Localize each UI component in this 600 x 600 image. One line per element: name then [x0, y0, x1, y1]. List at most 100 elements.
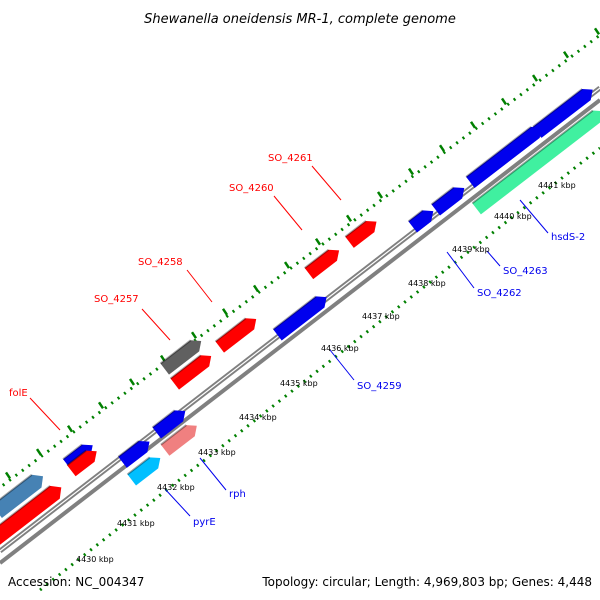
- tick-mark: [531, 74, 539, 82]
- gene-SO_4257-red-shade: [169, 354, 202, 380]
- backbone-inner: [0, 98, 600, 565]
- tick-mark: [407, 167, 415, 176]
- tick-mark: [438, 144, 446, 152]
- tick-mark: [314, 237, 322, 246]
- label-so-4261[interactable]: SO_4261: [268, 153, 313, 164]
- gene-reverse-edge-shade: [532, 88, 583, 128]
- tick-mark: [35, 448, 43, 456]
- label-so-4258-leader: [186, 269, 213, 303]
- tick-mark: [500, 97, 508, 106]
- gene-hsdS-2-shade: [471, 109, 594, 205]
- gene-reverse-edge-body: [533, 89, 593, 138]
- tick-mark: [190, 331, 198, 339]
- summary-text: Topology: circular; Length: 4,969,803 bp…: [261, 575, 592, 589]
- gene-pyrE-shade: [126, 456, 151, 476]
- outer-dotted-line: [0, 33, 600, 490]
- label-so-4261-leader: [311, 165, 342, 201]
- label-so-4259-leader: [329, 349, 355, 381]
- gene-SO_4257-red[interactable]: [169, 354, 212, 390]
- gene-SO_4263-body: [431, 187, 465, 216]
- label-so-4260[interactable]: SO_4260: [229, 183, 274, 194]
- gene-SO_4262-shade: [407, 209, 424, 223]
- label-so-4257-leader: [141, 308, 171, 341]
- tick-label: 4434 kbp: [239, 413, 277, 422]
- tick-label: 4438 kbp: [408, 279, 446, 288]
- gene-SO_4257-red-body: [170, 355, 212, 390]
- label-so-4257[interactable]: SO_4257: [94, 294, 139, 305]
- label-fole-leader: [29, 397, 61, 431]
- gene-steelblue-shade: [0, 474, 33, 501]
- tick-label: 4435 kbp: [280, 379, 318, 388]
- tick-labels: 4430 kbp 4431 kbp 4432 kbp 4433 kbp 4434 kbp…: [76, 181, 576, 564]
- tick-mark: [283, 261, 291, 269]
- gene-SO_4258[interactable]: [214, 317, 257, 353]
- gene-reverse-long-body: [466, 126, 542, 188]
- tick-label: 4439 kbp: [452, 245, 490, 254]
- tick-mark: [66, 424, 74, 433]
- gene-SO_4259[interactable]: [272, 295, 327, 341]
- label-hsds-2[interactable]: hsdS-2: [551, 232, 585, 243]
- label-rph[interactable]: rph: [229, 489, 246, 500]
- genes: [0, 88, 600, 545]
- gene-SO_4261-body: [345, 221, 377, 248]
- label-so-4258[interactable]: SO_4258: [138, 257, 183, 268]
- gene-left-red-body: [0, 485, 62, 545]
- tick-label: 4433 kbp: [198, 448, 236, 457]
- tick-label: 4436 kbp: [321, 344, 359, 353]
- map-title: Shewanella oneidensis MR-1, complete gen…: [144, 12, 456, 27]
- label-fole[interactable]: folE: [9, 388, 28, 399]
- tick-mark: [562, 50, 570, 59]
- gene-rph-shade: [160, 424, 187, 446]
- gene-rph-body: [160, 425, 197, 456]
- gene-steelblue[interactable]: [0, 474, 43, 518]
- gene-reverse-edge[interactable]: [532, 88, 593, 138]
- tick-mark: [128, 378, 136, 386]
- gene-pyrE-upper[interactable]: [117, 440, 150, 468]
- gene-pyrE-body: [127, 457, 161, 486]
- tick-mark: [159, 354, 167, 363]
- gene-folE-shade: [66, 449, 87, 467]
- gene-folE[interactable]: [66, 449, 97, 477]
- label-so-4262-leader: [446, 251, 475, 289]
- tick-mark: [593, 27, 600, 35]
- gene-rph[interactable]: [160, 424, 197, 456]
- tick-mark: [97, 401, 105, 409]
- label-pyre-leader: [164, 488, 191, 517]
- label-pyre[interactable]: pyrE: [193, 517, 216, 528]
- label-so-4263[interactable]: SO_4263: [503, 266, 548, 277]
- gene-pyrE[interactable]: [126, 456, 161, 486]
- gene-SO_4261[interactable]: [344, 220, 377, 248]
- gene-SO_4257[interactable]: [159, 339, 202, 375]
- gene-reverse-long[interactable]: [465, 126, 542, 188]
- gene-SO_4258-body: [215, 318, 257, 353]
- tick-mark: [252, 284, 260, 293]
- gene-steelblue-body: [0, 474, 43, 518]
- gene-hsdS-2-body: [472, 110, 600, 215]
- gene-rph-upper[interactable]: [151, 409, 186, 439]
- gene-SO_4258-shade: [214, 317, 247, 343]
- gene-SO_4260[interactable]: [304, 248, 340, 280]
- tick-mark: [221, 308, 229, 316]
- gene-reverse-long-shade: [465, 126, 532, 178]
- gene-SO_4261-shade: [344, 220, 367, 238]
- gene-SO_4262[interactable]: [407, 209, 434, 233]
- label-rph-leader: [199, 457, 227, 491]
- gene-SO_4263[interactable]: [430, 186, 465, 216]
- gene-SO_4259-body: [273, 296, 327, 341]
- gene-left-red[interactable]: [0, 485, 62, 545]
- tick-label: 4431 kbp: [117, 519, 155, 528]
- gene-left-red-shade: [0, 485, 51, 526]
- label-so-4262[interactable]: SO_4262: [477, 288, 522, 299]
- tick-label: 4430 kbp: [76, 555, 114, 564]
- gene-hsdS-2[interactable]: [471, 109, 600, 215]
- tick-mark: [469, 121, 477, 129]
- accession-text: Accession: NC_004347: [8, 575, 144, 589]
- gene-rph-upper-shade: [151, 409, 176, 429]
- gene-SO_4260-body: [304, 249, 340, 280]
- label-so-4263-leader: [486, 250, 501, 267]
- label-so-4259[interactable]: SO_4259: [357, 381, 402, 392]
- gene-folE-body: [67, 450, 97, 477]
- gene-folE-upper-shade: [62, 443, 83, 461]
